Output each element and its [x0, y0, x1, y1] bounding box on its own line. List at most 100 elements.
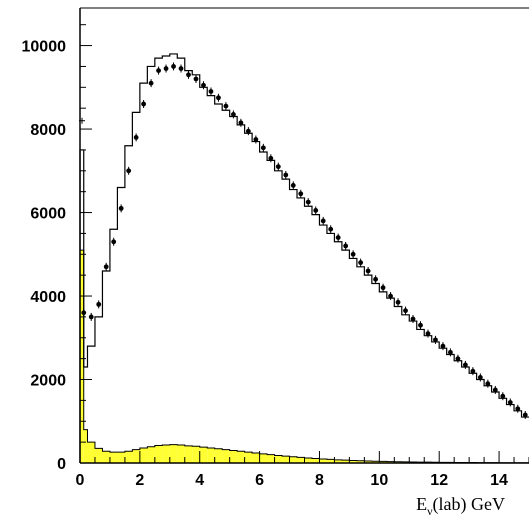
x-tick-label: 2: [135, 472, 144, 489]
x-axis-title-main: E: [416, 494, 427, 514]
data-point: [223, 103, 229, 109]
fill-bar: [319, 458, 327, 463]
x-tick-label: 6: [255, 472, 264, 489]
fill-bar: [162, 445, 170, 463]
data-point: [462, 362, 468, 368]
fill-bar: [132, 449, 140, 463]
data-point: [455, 356, 461, 362]
data-point: [507, 400, 513, 405]
fill-bar: [87, 442, 95, 463]
data-point: [470, 368, 476, 374]
fill-bar: [214, 448, 223, 463]
data-point: [148, 80, 154, 86]
data-point: [96, 301, 102, 307]
data-point: [216, 95, 221, 101]
data-point: [373, 276, 378, 282]
fill-bar: [364, 460, 372, 463]
data-point: [133, 135, 139, 140]
data-point: [186, 72, 191, 78]
data-point: [448, 349, 453, 355]
y-tick-label: 0: [57, 456, 66, 473]
data-point: [492, 387, 498, 393]
data-point: [410, 316, 416, 322]
data-point: [320, 218, 326, 224]
data-point: [111, 239, 117, 245]
axes: 0 2000 4000 6000 8000 10000 0 2 4 6 8 10 12 14: [22, 7, 529, 489]
fill-bar: [109, 452, 118, 463]
x-tick-label: 14: [490, 472, 508, 489]
data-point: [171, 64, 176, 69]
data-point: [88, 314, 94, 320]
data-point: [365, 268, 371, 274]
data-point: [500, 393, 506, 399]
plot-area: [79, 53, 529, 464]
y-tick-label: 10000: [22, 39, 67, 56]
fill-bar: [252, 452, 260, 463]
data-point: [477, 375, 483, 380]
x-tick-label: 4: [195, 472, 204, 489]
fill-bar: [371, 461, 380, 463]
data-point: [403, 308, 408, 314]
data-point: [313, 208, 319, 213]
fill-bar: [244, 452, 253, 463]
fill-bar: [80, 250, 84, 463]
data-point: [515, 406, 521, 412]
data-point: [103, 264, 109, 270]
data-point: [395, 299, 401, 305]
y-tick-label: 6000: [30, 206, 66, 223]
fill-bar: [207, 447, 215, 463]
fill-bar: [83, 429, 88, 463]
data-point: [433, 337, 438, 343]
data-point: [231, 112, 236, 117]
fill-bar: [356, 460, 365, 463]
fill-bar: [199, 447, 208, 463]
fill-bar: [177, 445, 185, 463]
fill-bar: [334, 459, 342, 463]
data-point: [425, 331, 431, 336]
fill-bar: [124, 451, 133, 463]
fill-bar: [147, 446, 155, 463]
fill-bar: [237, 451, 245, 463]
fill-bar: [229, 450, 238, 463]
data-point: [118, 205, 124, 211]
fill-bar: [259, 453, 268, 463]
data-point: [522, 412, 528, 418]
x-axis-title-sub: ν: [427, 504, 433, 518]
data-point: [141, 101, 147, 107]
fill-bar: [282, 456, 290, 463]
data-point: [81, 310, 87, 316]
fill-bar: [289, 456, 298, 463]
x-axis-title-rest: (lab) GeV: [433, 494, 505, 515]
data-point: [335, 235, 341, 240]
fill-bar: [117, 452, 125, 463]
data-point: [238, 120, 244, 126]
fill-bar: [349, 460, 357, 463]
data-point: [290, 183, 296, 188]
data-point: [253, 137, 259, 142]
fill-bar: [154, 445, 163, 463]
step-histogram-line: [79, 53, 529, 463]
y-tick-label: 4000: [30, 289, 66, 306]
x-tick-label: 8: [315, 472, 324, 489]
x-tick-label: 12: [430, 472, 448, 489]
y-tick-label: 8000: [30, 122, 66, 139]
fill-bar: [379, 461, 387, 463]
fill-bar: [184, 445, 193, 463]
data-point: [126, 168, 132, 174]
data-point: [178, 66, 184, 71]
fill-bar: [192, 446, 200, 463]
fill-bar: [274, 455, 283, 463]
fill-bar: [139, 447, 148, 463]
data-point: [156, 68, 161, 74]
fill-bar: [297, 457, 305, 463]
data-point: [440, 343, 446, 349]
data-point: [388, 293, 393, 299]
x-tick-label: 0: [76, 472, 85, 489]
data-point: [275, 164, 281, 170]
data-point: [485, 381, 491, 387]
y-tick-label: 2000: [30, 373, 66, 390]
x-tick-label: 10: [370, 472, 388, 489]
fill-bar: [94, 448, 103, 463]
fill-bar: [304, 457, 312, 463]
